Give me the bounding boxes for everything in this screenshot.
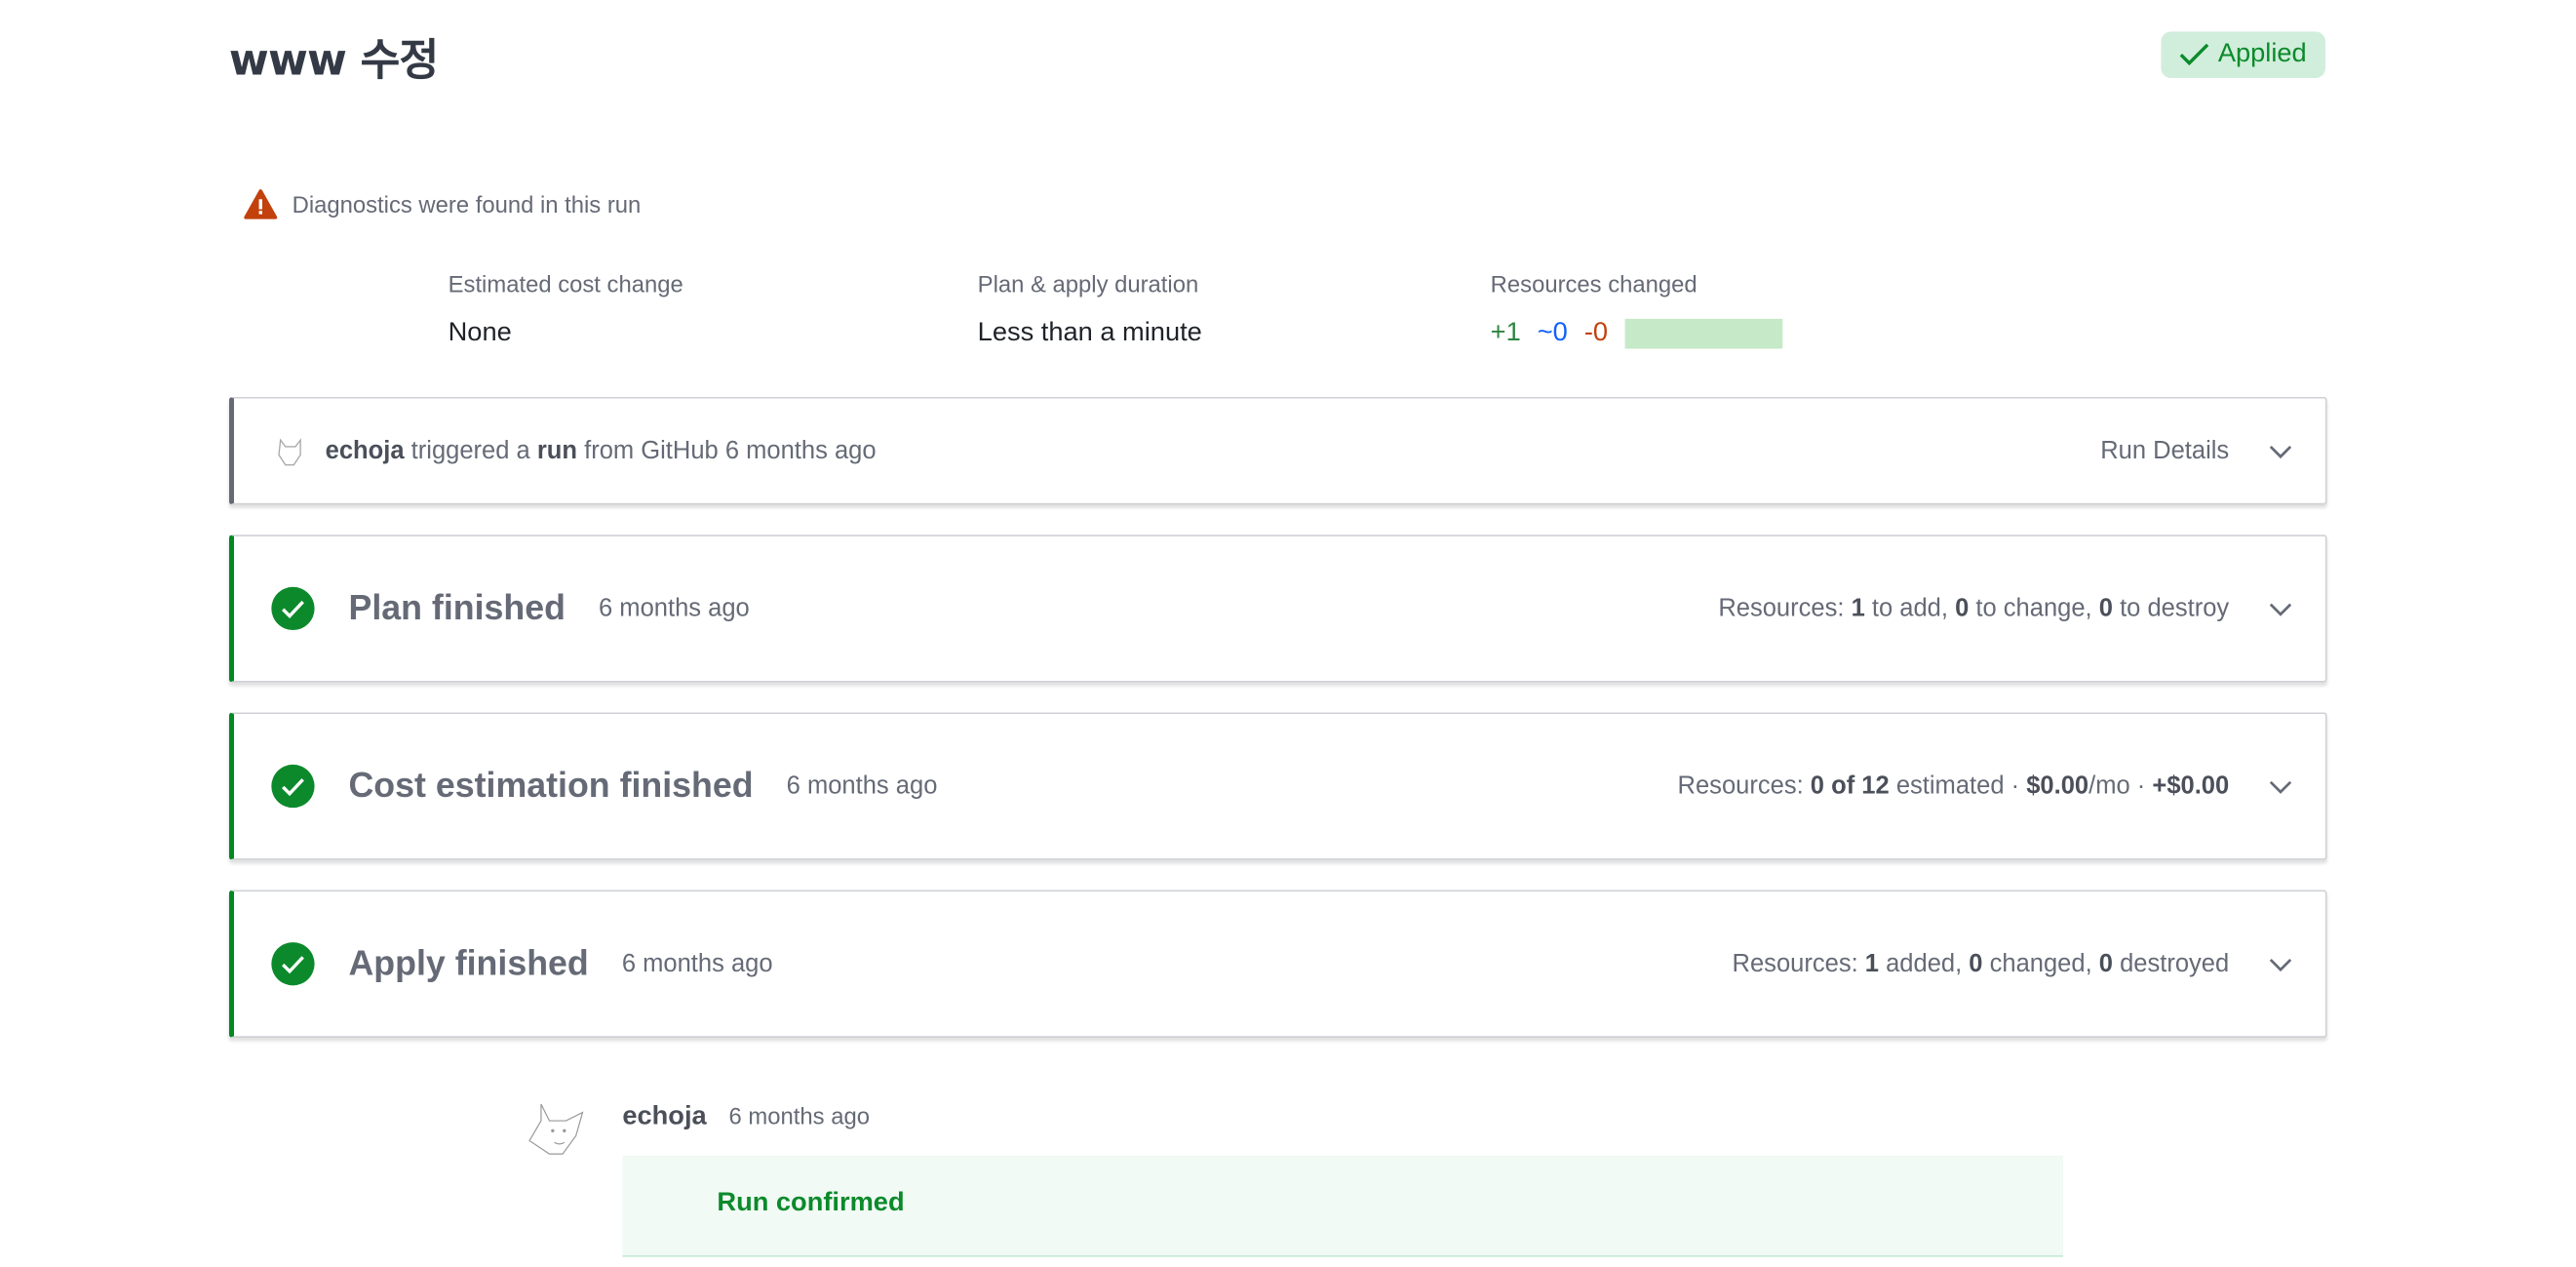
resources-bar	[1624, 318, 1782, 349]
comment-body: Run confirmed	[622, 1155, 2063, 1257]
step-time: 6 months ago	[621, 949, 773, 978]
cost-value: None	[448, 318, 512, 347]
summary-text: Resources:	[1732, 949, 1865, 978]
status-badge-label: Applied	[2217, 39, 2307, 68]
user-avatar	[278, 437, 301, 465]
resources-destroyed: -0	[1583, 318, 1609, 347]
resources-bar-added	[1624, 318, 1782, 349]
comment-message: Run confirmed	[717, 1188, 905, 1217]
step-time: 6 months ago	[786, 772, 938, 801]
summary-value: +$0.00	[2152, 772, 2230, 801]
chevron-down-icon[interactable]	[2266, 949, 2296, 979]
chevron-down-icon	[2269, 445, 2292, 458]
duration-label: Plan & apply duration	[977, 270, 1199, 297]
comment-time: 6 months ago	[728, 1102, 870, 1129]
step-summary: Resources: 1 added, 0 changed, 0 destroy…	[1733, 950, 2230, 978]
status-badge: Applied	[2161, 31, 2325, 79]
resources-added: +1	[1490, 318, 1521, 347]
step-summary: Resources: 1 to add, 0 to change, 0 to d…	[1718, 594, 2229, 622]
cost-label: Estimated cost change	[448, 270, 683, 297]
trigger-text: triggered a	[410, 436, 530, 465]
trigger-user[interactable]: echoja	[325, 436, 405, 465]
comment-header: echoja 6 months ago	[622, 1102, 870, 1132]
summary-value: 0	[2098, 594, 2113, 623]
check-circle-icon	[271, 764, 315, 809]
chevron-down-icon[interactable]	[2266, 772, 2296, 802]
step-card[interactable]: Plan finished 6 months ago Resources: 1 …	[228, 535, 2327, 683]
summary-value: 0	[1955, 594, 1970, 623]
resources-changed: ~0	[1537, 318, 1568, 347]
summary-text: added,	[1878, 949, 1970, 978]
step-title: Cost estimation finished	[348, 766, 754, 805]
trigger-run-link[interactable]: run	[536, 436, 578, 465]
comment-avatar	[528, 1103, 584, 1155]
summary-value: 0	[1969, 949, 1983, 978]
check-icon	[2180, 43, 2209, 66]
run-details-label: Run Details	[2100, 436, 2230, 465]
step-card[interactable]: Cost estimation finished 6 months ago Re…	[228, 712, 2327, 860]
summary-text: Resources:	[1718, 594, 1852, 623]
duration-value: Less than a minute	[977, 318, 1202, 347]
step-summary: Resources: 0 of 12 estimated · $0.00/mo …	[1678, 772, 2230, 801]
step-card[interactable]: Apply finished 6 months ago Resources: 1…	[228, 890, 2327, 1038]
comment-user[interactable]: echoja	[622, 1102, 707, 1131]
summary-value: 1	[1851, 594, 1865, 623]
summary-text: Resources:	[1677, 772, 1811, 801]
summary-text: to destroy	[2112, 594, 2230, 623]
summary-text: to add,	[1864, 594, 1956, 623]
summary-text: changed,	[1982, 949, 2099, 978]
check-circle-icon	[271, 942, 315, 986]
summary-value: $0.00	[2026, 772, 2089, 801]
warning-triangle-icon	[244, 189, 278, 219]
summary-text: destroyed	[2112, 949, 2230, 978]
diagnostics-text: Diagnostics were found in this run	[292, 190, 642, 218]
step-time: 6 months ago	[599, 594, 750, 623]
summary-text: estimated ·	[1889, 772, 2027, 801]
summary-value: 0 of 12	[1810, 772, 1890, 801]
resources-value: +1 ~0 -0	[1490, 318, 1782, 349]
diagnostics-notice[interactable]: Diagnostics were found in this run	[244, 189, 641, 219]
chevron-down-icon[interactable]	[2266, 594, 2296, 624]
resources-label: Resources changed	[1490, 270, 1698, 297]
summary-text: to change,	[1969, 594, 2099, 623]
run-details-toggle[interactable]: Run Details	[2100, 436, 2295, 466]
summary-text: /mo ·	[2088, 772, 2153, 801]
summary-value: 1	[1864, 949, 1879, 978]
trigger-text-source: from GitHub 6 months ago	[584, 436, 877, 465]
trigger-card[interactable]: echoja triggered a run from GitHub 6 mon…	[228, 396, 2327, 505]
check-circle-icon	[271, 586, 315, 631]
step-title: Apply finished	[348, 943, 589, 982]
step-title: Plan finished	[348, 588, 566, 627]
page-title: www 수정	[228, 36, 439, 87]
summary-value: 0	[2098, 949, 2113, 978]
